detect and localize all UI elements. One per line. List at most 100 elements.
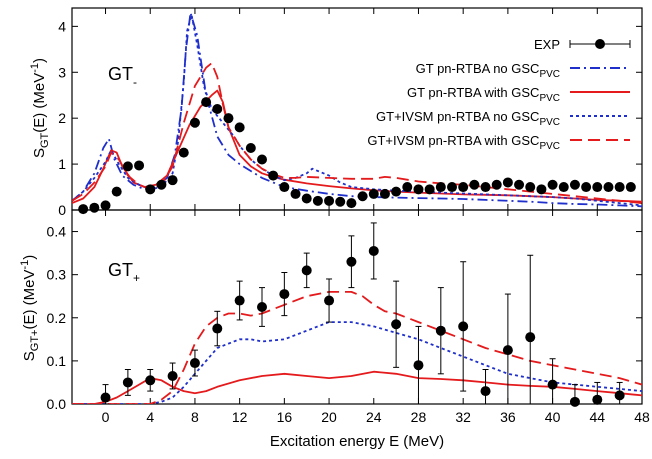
top-exp-point	[458, 182, 469, 193]
top-y-tick-label: 4	[58, 18, 66, 34]
top-exp-point	[78, 204, 89, 215]
x-tick-label: 24	[366, 409, 382, 425]
top-exp-point	[514, 179, 525, 190]
x-tick-label: 40	[545, 409, 561, 425]
top-exp-point	[324, 195, 335, 206]
x-tick-label: 0	[102, 409, 110, 425]
bottom-panel-ticks: 0 4 8 12 16 20 24 28 32 36 40 44 480.00.10.20.30.4	[47, 210, 650, 425]
bottom-exp-point	[569, 396, 580, 407]
top-exp-point	[335, 196, 346, 207]
top-y-axis-label: SGT(E) (MeV-1)	[29, 58, 51, 158]
top-exp-point	[89, 202, 100, 213]
bottom-exp-point	[257, 302, 267, 312]
bottom-exp-point	[525, 332, 536, 343]
bottom-exp-point	[614, 390, 625, 401]
top-exp-point	[525, 182, 536, 193]
top-exp-point	[402, 182, 413, 193]
top-exp-point	[603, 182, 614, 193]
top-exp-point	[435, 182, 446, 193]
bottom-exp-point	[435, 325, 446, 336]
top-exp-point	[290, 188, 301, 199]
top-exp-point	[357, 191, 368, 202]
bottom-series-line-0	[72, 370, 642, 404]
top-exp-point	[223, 113, 234, 124]
legend-label-2: GT pn-RTBA with GSCPVC	[407, 85, 560, 104]
x-axis-label: Excitation energy E (MeV)	[270, 433, 444, 450]
bottom-exp-point	[592, 394, 603, 405]
bottom-exp-point	[189, 358, 200, 369]
bottom-y-tick-label: 0.1	[47, 353, 67, 369]
top-exp-point	[614, 182, 625, 193]
legend-label-4: GT+IVSM pn-RTBA with GSCPVC	[367, 133, 560, 152]
top-exp-point	[189, 117, 200, 128]
top-exp-point	[491, 179, 502, 190]
bottom-y-tick-label: 0.2	[47, 310, 67, 326]
top-exp-point	[592, 182, 603, 193]
top-exp-point	[569, 179, 580, 190]
x-tick-label: 44	[590, 409, 606, 425]
top-exp-point	[156, 179, 167, 190]
top-panel-label: GT-	[108, 64, 137, 89]
x-tick-label: 8	[191, 409, 199, 425]
top-exp-point	[268, 170, 279, 181]
top-exp-point	[558, 182, 569, 193]
legend-label-0: EXP	[534, 37, 560, 52]
bottom-y-tick-label: 0.4	[47, 224, 67, 240]
top-exp-point	[469, 179, 480, 190]
top-y-tick-label: 1	[58, 156, 66, 172]
top-exp-point	[134, 160, 145, 171]
top-series-line-0	[72, 11, 642, 208]
legend-label-3: GT+IVSM pn-RTBA no GSCPVC	[376, 109, 560, 128]
legend: EXP GT pn-RTBA no GSCPVC GT pn-RTBA with G…	[367, 37, 631, 152]
top-exp-point	[625, 182, 636, 193]
top-exp-point	[502, 177, 513, 188]
bottom-exp-point	[301, 265, 312, 276]
bottom-exp-point	[100, 392, 111, 403]
top-exp-point	[279, 182, 290, 193]
bottom-y-axis-label: SGT+(E) (MeV-1)	[19, 255, 41, 362]
top-exp-point	[212, 104, 223, 114]
top-exp-point	[391, 186, 402, 197]
bottom-exp-point	[391, 319, 402, 330]
bottom-exp-point	[480, 386, 491, 397]
top-y-tick-label: 2	[58, 110, 66, 126]
top-y-tick-label: 3	[58, 64, 66, 80]
top-exp-point	[122, 161, 133, 172]
top-exp-point	[245, 143, 256, 154]
bottom-exp-point	[458, 321, 469, 332]
bottom-y-tick-label: 0.0	[47, 396, 67, 412]
bottom-panel-exp-points	[100, 222, 625, 407]
top-exp-point	[178, 147, 189, 158]
bottom-exp-point	[502, 345, 513, 356]
top-exp-point	[201, 97, 212, 108]
top-exp-point	[145, 184, 156, 195]
x-tick-label: 36	[500, 409, 516, 425]
legend-swatch-point	[595, 39, 605, 49]
x-tick-label: 32	[455, 409, 471, 425]
bottom-series-line-1	[72, 321, 642, 404]
top-panel-exp-points	[78, 97, 636, 215]
bottom-exp-point	[145, 375, 156, 386]
top-exp-point	[379, 188, 390, 199]
x-tick-label: 20	[321, 409, 337, 425]
bottom-panel-label: GT+	[108, 260, 140, 285]
bottom-exp-point	[346, 256, 357, 267]
top-exp-point	[480, 182, 491, 193]
legend-label-1: GT pn-RTBA no GSCPVC	[416, 61, 560, 80]
top-exp-point	[234, 122, 245, 133]
top-exp-point	[424, 184, 435, 195]
bottom-y-tick-label: 0.3	[47, 267, 67, 283]
x-tick-label: 12	[232, 409, 248, 425]
top-exp-point	[346, 198, 357, 209]
top-y-tick-label: 0	[58, 202, 66, 218]
top-exp-point	[581, 182, 592, 193]
top-exp-point	[257, 154, 267, 165]
top-exp-point	[547, 179, 558, 190]
top-exp-point	[167, 175, 178, 186]
top-exp-point	[301, 193, 312, 204]
bottom-exp-point	[368, 245, 379, 256]
bottom-exp-point	[212, 323, 223, 334]
bottom-exp-point	[279, 289, 290, 300]
top-exp-point	[111, 186, 122, 197]
